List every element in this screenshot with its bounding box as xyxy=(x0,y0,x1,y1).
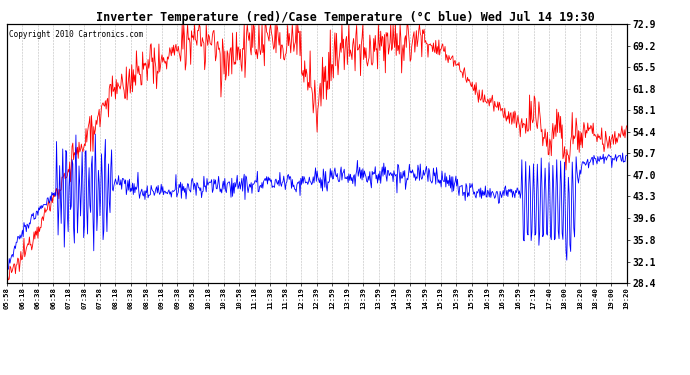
Text: Inverter Temperature (red)/Case Temperature (°C blue) Wed Jul 14 19:30: Inverter Temperature (red)/Case Temperat… xyxy=(96,11,594,24)
Text: Copyright 2010 Cartronics.com: Copyright 2010 Cartronics.com xyxy=(9,30,143,39)
